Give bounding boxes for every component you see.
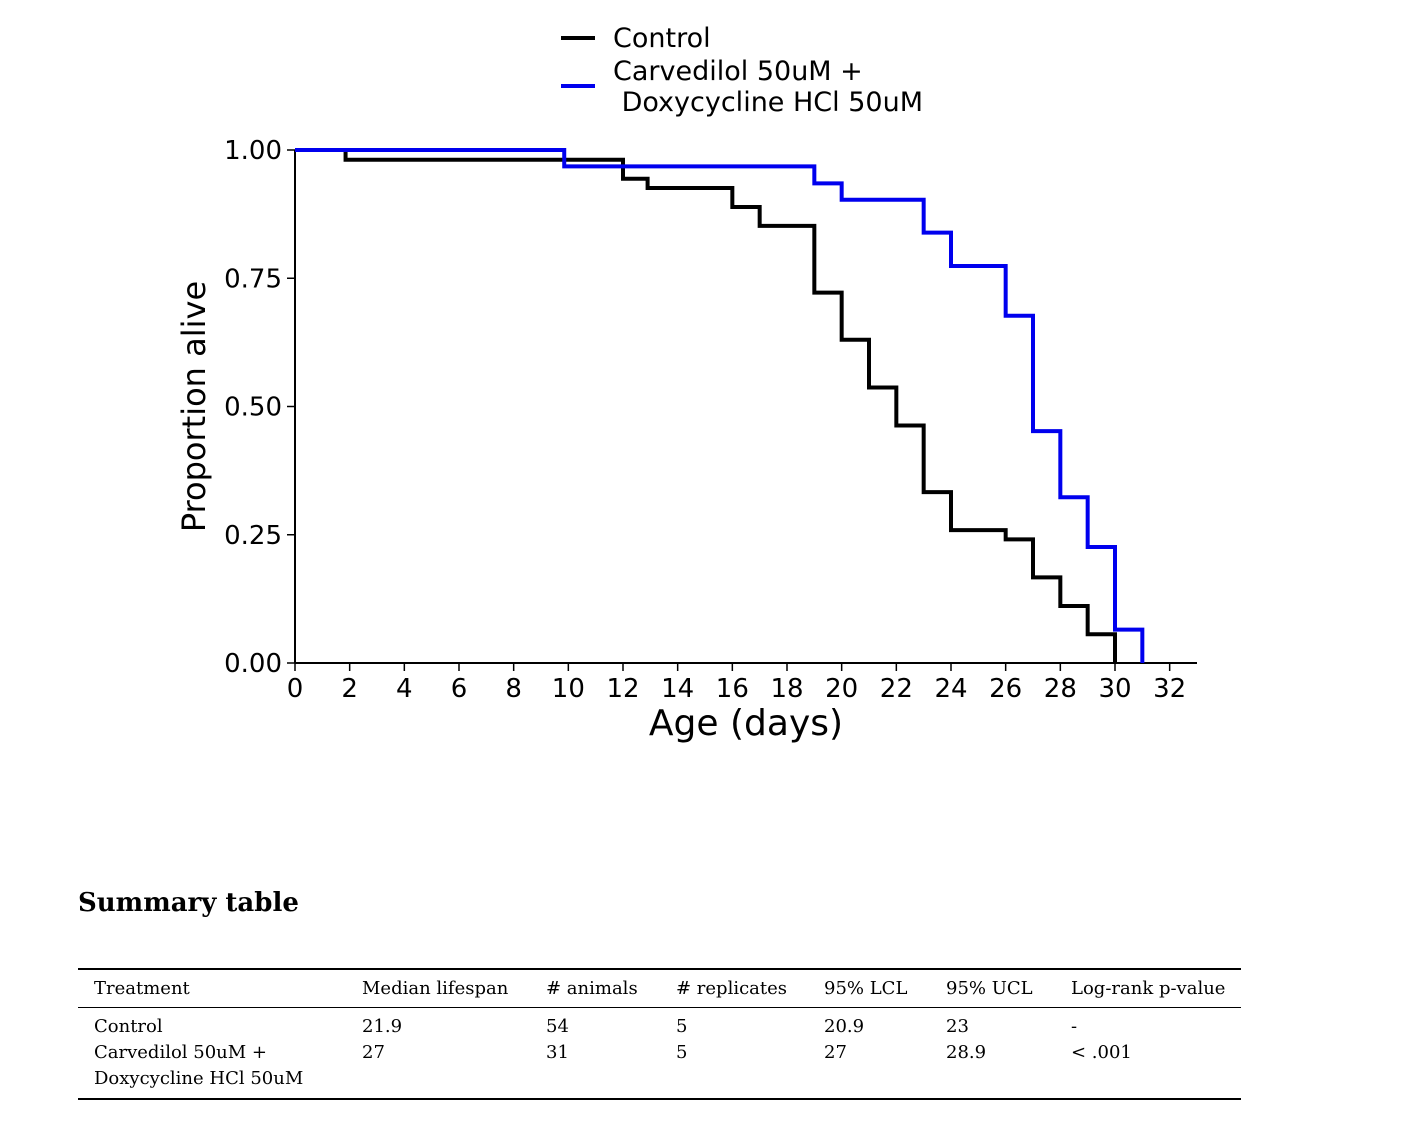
y-tick-label: 0.00 — [224, 649, 282, 679]
x-tick-label: 18 — [770, 674, 803, 704]
cell-treatment: Control — [94, 1016, 163, 1037]
series-line-treatment — [295, 148, 1145, 663]
summary-table: Treatment Median lifespan # animals # re… — [78, 968, 1241, 1100]
series-line-control — [295, 148, 1117, 663]
x-tick-label: 16 — [716, 674, 749, 704]
cell-replicates: 5 — [676, 1016, 688, 1037]
cell-animals: 54 — [546, 1016, 569, 1037]
cell-animals: 31 — [546, 1042, 569, 1063]
legend-label: Carvedilol 50uM + Doxycycline HCl 50uM — [613, 56, 923, 118]
legend-label-line: Doxycycline HCl 50uM — [613, 87, 923, 118]
x-tick-label: 32 — [1153, 674, 1186, 704]
x-tick-label: 10 — [552, 674, 585, 704]
header-95-lcl: 95% LCL — [824, 978, 908, 999]
x-tick-label: 8 — [505, 674, 522, 704]
legend-label-line: Carvedilol 50uM + — [613, 56, 863, 87]
x-tick-label: 4 — [396, 674, 413, 704]
cell-95-lcl: 20.9 — [824, 1016, 865, 1037]
x-tick-label: 28 — [1044, 674, 1077, 704]
y-tick-label: 0.75 — [224, 264, 282, 294]
y-tick-label: 0.25 — [224, 521, 282, 551]
header-median-lifespan: Median lifespan — [362, 978, 509, 999]
y-tick-label: 0.50 — [224, 393, 282, 423]
x-tick-label: 6 — [451, 674, 468, 704]
x-tick-label: 14 — [661, 674, 694, 704]
survival-chart: 0 2 4 6 8 10 12 14 16 18 20 22 24 26 28 30 320.000.250.5… — [175, 23, 1197, 744]
cell-95-ucl: 23 — [946, 1016, 969, 1037]
y-tick-label: 1.00 — [224, 136, 282, 166]
cell-log-rank-p-value: - — [1071, 1016, 1078, 1037]
legend-label: Control — [613, 23, 711, 54]
cell-median-lifespan: 21.9 — [362, 1016, 403, 1037]
x-tick-label: 24 — [934, 674, 967, 704]
x-tick-label: 30 — [1098, 674, 1131, 704]
x-tick-label: 0 — [287, 674, 304, 704]
cell-log-rank-p-value: < .001 — [1071, 1042, 1132, 1063]
cell-95-lcl: 27 — [824, 1042, 847, 1063]
legend-label-line: Control — [613, 23, 711, 54]
header-replicates: # replicates — [676, 978, 788, 999]
cell-95-ucl: 28.9 — [946, 1042, 987, 1063]
table-row: Control 21.9 54 5 20.9 23 - — [78, 1008, 1241, 1041]
cell-treatment: Carvedilol 50uM + Doxycycline HCl 50uM — [94, 1042, 304, 1089]
x-tick-label: 12 — [606, 674, 639, 704]
x-tick-label: 20 — [825, 674, 858, 704]
x-axis-label: Age (days) — [649, 703, 843, 744]
y-axis-label: Proportion alive — [175, 281, 213, 532]
cell-median-lifespan: 27 — [362, 1042, 385, 1063]
header-animals: # animals — [546, 978, 638, 999]
table-row: Carvedilol 50uM + Doxycycline HCl 50uM 2… — [78, 1040, 1241, 1099]
summary-table-header-row: Treatment Median lifespan # animals # re… — [78, 969, 1241, 1008]
header-95-ucl: 95% UCL — [946, 978, 1033, 999]
cell-replicates: 5 — [676, 1042, 688, 1063]
header-treatment: Treatment — [94, 978, 190, 999]
summary-table-title: Summary table — [78, 888, 299, 918]
x-tick-label: 2 — [341, 674, 358, 704]
header-log-rank-p-value: Log-rank p-value — [1071, 978, 1226, 999]
x-tick-label: 26 — [989, 674, 1022, 704]
x-tick-label: 22 — [880, 674, 913, 704]
